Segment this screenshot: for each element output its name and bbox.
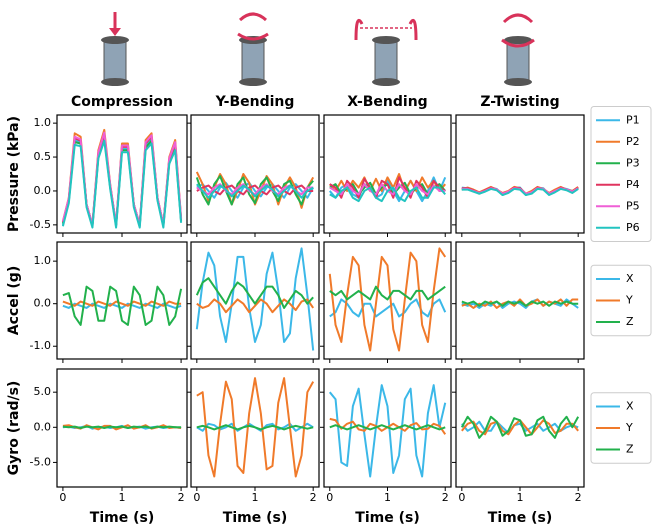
x-tick-label: 0 xyxy=(193,491,200,504)
legend-label: Z xyxy=(626,443,634,456)
x-tick-label: 1 xyxy=(252,491,259,504)
x-tick-label: 2 xyxy=(575,491,582,504)
legend-label: Y xyxy=(625,421,633,434)
legend-label: X xyxy=(626,272,634,285)
legend-label: P2 xyxy=(626,135,640,148)
figure: -0.50.00.51.0CompressionPressure (kPa)Y-… xyxy=(0,0,654,529)
panel xyxy=(452,242,584,363)
y-tick-label: 0.0 xyxy=(34,297,52,310)
panel xyxy=(320,242,451,363)
legend-label: X xyxy=(626,400,634,413)
panel: 0 1 2 Time (s) xyxy=(452,369,584,526)
plot-frame xyxy=(57,242,187,359)
legend-label: P6 xyxy=(626,221,640,234)
y-tick-label: -5.0 xyxy=(30,455,51,468)
legend-label: P1 xyxy=(626,113,640,126)
y-tick-label: 0.5 xyxy=(34,150,52,163)
x-tick-label: 1 xyxy=(384,491,391,504)
panel-title: Y-Bending xyxy=(215,94,295,110)
panel: -1.0 0.0 1.0 Accel (g) xyxy=(6,242,187,363)
y-tick-label: 5.0 xyxy=(34,385,52,398)
panel: -0.5 0.0 0.5 1.0 Compression Pressure (kPa) xyxy=(6,94,187,237)
x-tick-label: 2 xyxy=(178,491,185,504)
y-axis-label: Accel (g) xyxy=(6,266,22,335)
plot-frame xyxy=(456,115,584,233)
panel: -5.0 0.0 5.0 0 1 2 Time (s) Gyro (rad/s) xyxy=(6,369,187,526)
icon-z-twisting xyxy=(502,15,534,86)
y-tick-label: 0.0 xyxy=(34,184,52,197)
y-tick-label: -1.0 xyxy=(30,339,51,352)
x-axis-label: Time (s) xyxy=(488,510,552,526)
x-tick-label: 0 xyxy=(59,491,66,504)
y-tick-label: 0.0 xyxy=(34,420,52,433)
panel-title: Compression xyxy=(71,94,173,110)
plot-frame xyxy=(191,115,319,233)
series-line xyxy=(330,385,445,476)
icon-compression xyxy=(101,12,129,86)
legend-label: Y xyxy=(625,294,633,307)
x-tick-label: 0 xyxy=(326,491,333,504)
icon-x-bending xyxy=(356,20,416,86)
icon-y-bending xyxy=(238,14,268,86)
panel: 0 1 2 Time (s) xyxy=(187,369,319,526)
x-tick-label: 0 xyxy=(458,491,465,504)
panel: X-Bending xyxy=(320,94,451,237)
panel-title: X-Bending xyxy=(347,94,427,110)
x-axis-label: Time (s) xyxy=(90,510,154,526)
x-tick-label: 1 xyxy=(119,491,126,504)
x-tick-label: 2 xyxy=(310,491,317,504)
legend-label: P5 xyxy=(626,199,640,212)
plot-frame xyxy=(324,115,451,233)
y-axis-label: Pressure (kPa) xyxy=(6,116,22,232)
legend: P1 P2 P3 P4 P5 P6 xyxy=(591,107,651,242)
y-axis-label: Gyro (rad/s) xyxy=(6,381,22,476)
y-tick-label: 1.0 xyxy=(34,254,52,267)
panel xyxy=(187,242,319,363)
legend-label: Z xyxy=(626,315,634,328)
legend: XYZ xyxy=(591,393,651,464)
panel: Y-Bending xyxy=(187,94,319,237)
legend-label: P4 xyxy=(626,178,640,191)
x-axis-label: Time (s) xyxy=(355,510,419,526)
y-tick-label: -0.5 xyxy=(30,218,51,231)
series-line xyxy=(462,417,578,438)
legend: XYZ xyxy=(591,265,651,336)
x-tick-label: 1 xyxy=(517,491,524,504)
panel-title: Z-Twisting xyxy=(480,94,559,110)
legend-label: P3 xyxy=(626,156,640,169)
x-axis-label: Time (s) xyxy=(223,510,287,526)
legend-box xyxy=(591,107,651,242)
device-icons xyxy=(101,12,534,86)
panel: 0 1 2 Time (s) xyxy=(320,369,451,526)
series-line xyxy=(197,299,313,312)
y-tick-label: 1.0 xyxy=(34,116,52,129)
panel: Z-Twisting xyxy=(452,94,584,237)
x-tick-label: 2 xyxy=(442,491,449,504)
